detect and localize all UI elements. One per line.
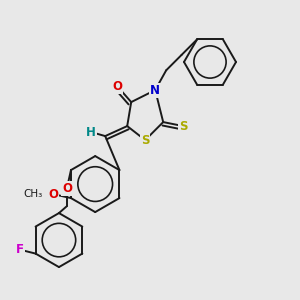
Text: S: S xyxy=(179,120,188,133)
Text: F: F xyxy=(16,243,24,256)
Text: CH₃: CH₃ xyxy=(23,189,43,199)
Text: O: O xyxy=(62,182,72,195)
Text: S: S xyxy=(141,134,149,147)
Text: H: H xyxy=(86,126,96,139)
Text: O: O xyxy=(112,80,122,93)
Text: N: N xyxy=(150,84,160,97)
Text: O: O xyxy=(48,188,58,201)
